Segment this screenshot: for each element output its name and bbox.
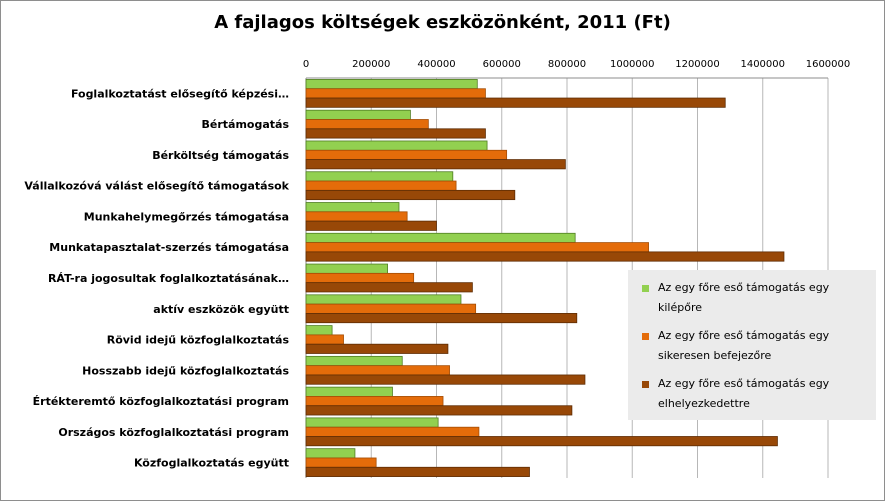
bar-elhelyezkedett	[305, 405, 573, 416]
legend: Az egy főre eső támogatás egy kilépőre A…	[628, 270, 876, 420]
bar-sikeres	[305, 88, 486, 99]
x-tick-label: 0	[303, 59, 309, 70]
bar-kilepo	[305, 140, 488, 151]
bar-sikeres	[305, 396, 444, 407]
legend-label-kilepo-line1: Az egy főre eső támogatás egy	[658, 281, 830, 294]
x-tick-label: 1200000	[675, 59, 720, 70]
bar-kilepo	[305, 386, 393, 397]
bar-elhelyezkedett	[305, 282, 473, 293]
bar-kilepo	[305, 355, 403, 367]
bar-elhelyezkedett	[305, 97, 726, 108]
category-label: Közfoglalkoztatás együtt	[134, 457, 289, 470]
bar-kilepo	[305, 232, 576, 243]
x-tick-label: 400000	[417, 59, 455, 70]
bar-kilepo	[305, 109, 411, 120]
category-label: Értékteremtő közfoglalkoztatási program	[33, 395, 289, 408]
bar-sikeres	[305, 119, 429, 130]
bar-sikeres	[305, 149, 508, 160]
chart-title: A fajlagos költségek eszközönként, 2011 …	[214, 12, 671, 33]
bar-kilepo	[305, 202, 400, 213]
legend-label-kilepo-line2: kilépőre	[658, 301, 703, 314]
category-label: Bérköltség támogatás	[152, 149, 289, 162]
category-label: RÁT-ra jogosultak foglalkoztatásának…	[48, 272, 289, 285]
bar-kilepo	[305, 263, 388, 274]
bar-elhelyezkedett	[305, 374, 586, 385]
category-label: Országos közfoglalkoztatási program	[58, 426, 289, 439]
legend-swatch-kilepo	[642, 285, 649, 292]
category-label: Vállalkozóvá válást elősegítő támogatáso…	[24, 180, 289, 193]
bar-sikeres	[305, 457, 377, 468]
bar-sikeres	[305, 303, 477, 314]
category-label: Rövid idejű közfoglalkoztatás	[107, 334, 290, 347]
category-label: aktív eszközök együtt	[153, 303, 289, 316]
legend-swatch-sikeres	[642, 333, 649, 340]
bar-sikeres	[305, 180, 457, 191]
bar-kilepo	[305, 325, 333, 336]
bar-kilepo	[305, 171, 454, 182]
x-tick-label: 1600000	[806, 59, 851, 70]
x-axis-ticks: 0 200000 400000 600000 800000 1000000 1200000 1…	[303, 59, 850, 70]
bar-kilepo	[305, 79, 478, 90]
bar-elhelyezkedett	[305, 436, 778, 447]
category-label: Foglalkoztatást elősegítő képzési…	[71, 87, 289, 100]
category-label: Munkahelymegőrzés támogatása	[84, 210, 289, 223]
x-tick-label: 800000	[548, 59, 586, 70]
bar-sikeres	[305, 272, 415, 284]
bar-kilepo	[305, 448, 356, 459]
bar-elhelyezkedett	[305, 313, 578, 324]
bar-elhelyezkedett	[305, 128, 486, 139]
legend-swatch-elhelyezkedett	[642, 381, 649, 388]
legend-label-elhelyezkedett-line2: elhelyezkedettre	[658, 397, 750, 410]
bar-sikeres	[305, 365, 450, 376]
bar-sikeres	[305, 211, 408, 222]
legend-label-sikeres-line1: Az egy főre eső támogatás egy	[658, 329, 830, 342]
bar-sikeres	[305, 242, 649, 253]
legend-label-elhelyezkedett-line1: Az egy főre eső támogatás egy	[658, 377, 830, 390]
bar-elhelyezkedett	[305, 189, 516, 201]
bar-elhelyezkedett	[305, 159, 566, 170]
bar-elhelyezkedett	[305, 343, 449, 354]
category-label: Munkatapasztalat-szerzés támogatása	[49, 241, 289, 254]
x-tick-label: 200000	[352, 59, 390, 70]
bars	[305, 79, 785, 477]
bar-elhelyezkedett	[305, 466, 530, 477]
bar-elhelyezkedett	[305, 251, 785, 262]
category-labels: Foglalkoztatást elősegítő képzési… Bértám…	[24, 87, 289, 469]
x-tick-label: 1000000	[610, 59, 655, 70]
bar-elhelyezkedett	[305, 220, 437, 231]
bar-sikeres	[305, 334, 344, 345]
category-label: Hosszabb idejű közfoglalkoztatás	[82, 364, 289, 377]
bar-kilepo	[305, 417, 439, 428]
category-label: Bértámogatás	[202, 118, 290, 131]
x-tick-label: 1400000	[740, 59, 785, 70]
bar-sikeres	[305, 426, 480, 437]
legend-label-sikeres-line2: sikeresen befejezőre	[658, 349, 772, 362]
x-tick-label: 600000	[483, 59, 521, 70]
bar-kilepo	[305, 294, 462, 305]
